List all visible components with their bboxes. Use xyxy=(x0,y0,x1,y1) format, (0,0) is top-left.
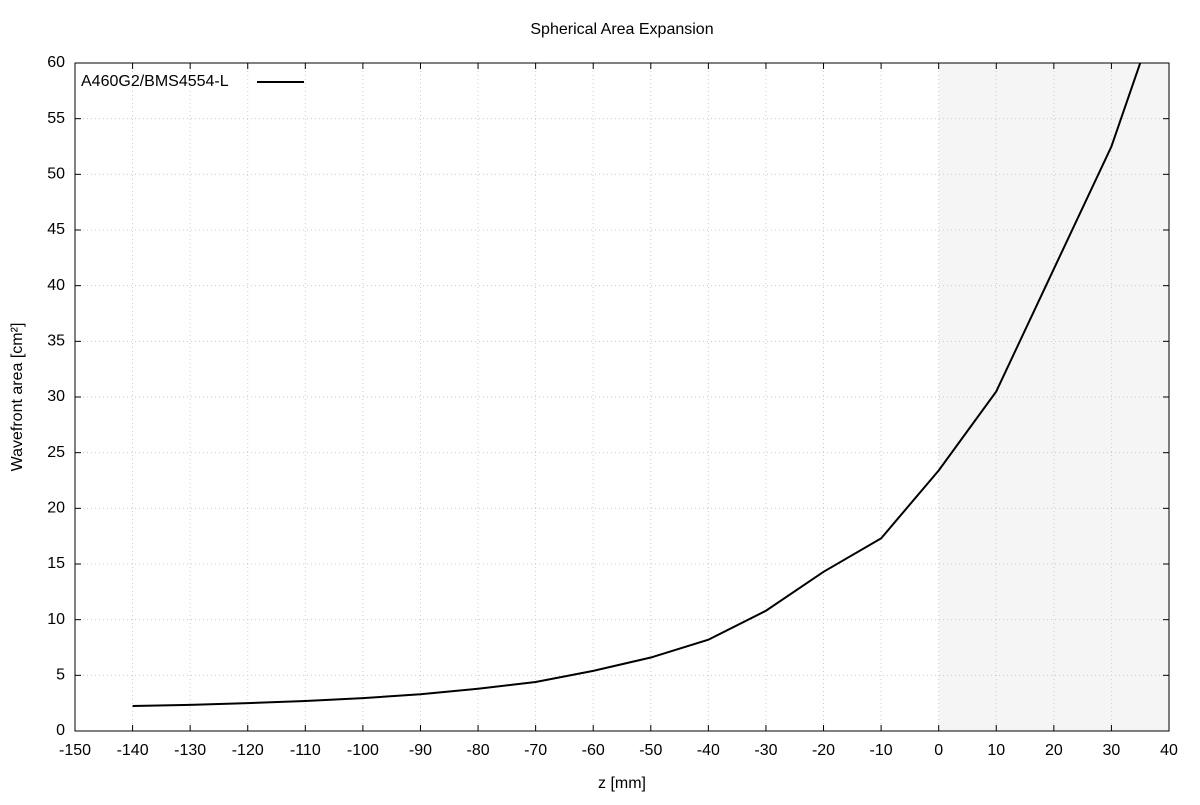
x-tick-label: -70 xyxy=(524,742,547,759)
y-tick-label: 45 xyxy=(47,221,65,238)
x-tick-label: -40 xyxy=(697,742,720,759)
y-tick-label: 0 xyxy=(56,722,65,739)
y-tick-label: 20 xyxy=(47,500,65,517)
x-tick-label: -60 xyxy=(582,742,605,759)
y-tick-label: 30 xyxy=(47,388,65,405)
y-tick-label: 35 xyxy=(47,333,65,350)
x-tick-label: -30 xyxy=(754,742,777,759)
x-tick-label: -10 xyxy=(870,742,893,759)
x-axis-label: z [mm] xyxy=(598,775,646,792)
x-tick-label: 30 xyxy=(1103,742,1121,759)
x-tick-label: -80 xyxy=(466,742,489,759)
y-tick-label: 55 xyxy=(47,110,65,127)
x-tick-label: -130 xyxy=(174,742,206,759)
y-tick-label: 60 xyxy=(47,54,65,71)
plot-frame xyxy=(74,62,1170,732)
y-tick-label: 25 xyxy=(47,444,65,461)
x-tick-label: -110 xyxy=(290,742,321,759)
x-tick-label: 10 xyxy=(987,742,1005,759)
line xyxy=(132,63,1142,707)
x-tick-label: 20 xyxy=(1045,742,1063,759)
chart-title: Spherical Area Expansion xyxy=(530,21,713,38)
y-tick-label: 50 xyxy=(47,166,65,183)
x-tick-label: 0 xyxy=(934,742,943,759)
x-tick-label: -20 xyxy=(812,742,835,759)
y-tick-label: 10 xyxy=(47,611,65,628)
legend-label: A460G2/BMS4554-L xyxy=(81,73,229,90)
y-tick-label: 40 xyxy=(47,277,65,294)
x-tick-label: -140 xyxy=(117,742,149,759)
x-tick-label: -120 xyxy=(232,742,264,759)
x-tick-label: 40 xyxy=(1160,742,1178,759)
x-tick-label: -150 xyxy=(59,742,91,759)
x-tick-label: -90 xyxy=(409,742,432,759)
y-tick-label: 5 xyxy=(56,667,65,684)
y-axis-label: Wavefront area [cm²] xyxy=(9,323,26,472)
x-tick-label: -100 xyxy=(347,742,379,759)
x-tick-label: -50 xyxy=(639,742,662,759)
y-tick-label: 15 xyxy=(47,555,65,572)
